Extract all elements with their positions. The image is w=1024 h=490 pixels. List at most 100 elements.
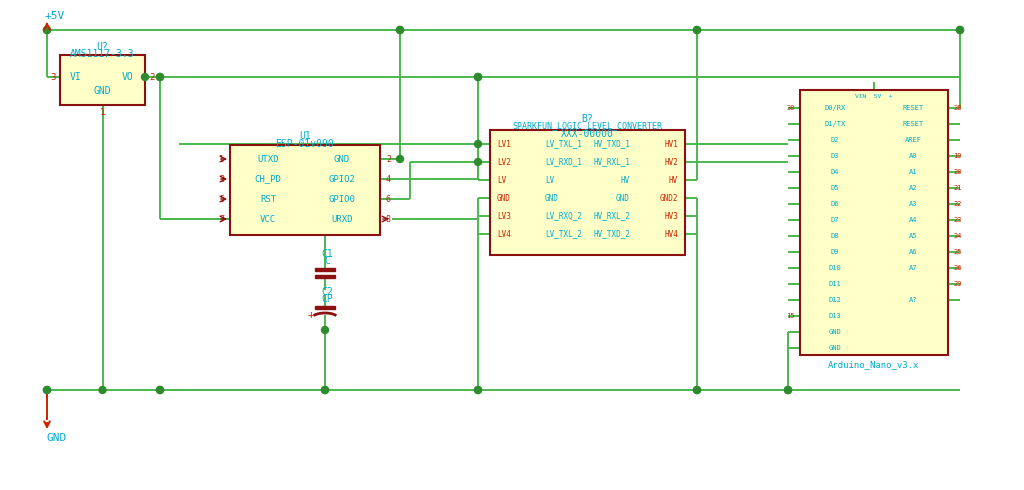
Bar	[315, 268, 335, 271]
Text: GND: GND	[497, 194, 511, 202]
Text: HV2: HV2	[665, 157, 678, 167]
Text: VIN  5V  +: VIN 5V +	[855, 94, 893, 98]
Text: D2: D2	[830, 137, 840, 143]
Text: RESET: RESET	[902, 105, 924, 111]
Text: 2: 2	[150, 73, 155, 81]
Text: GPIO2: GPIO2	[329, 174, 355, 183]
Circle shape	[693, 387, 700, 393]
Text: 30: 30	[786, 105, 795, 111]
Text: HV_TXD_2: HV_TXD_2	[593, 229, 630, 239]
Bar	[490, 130, 685, 255]
Text: D13: D13	[828, 313, 842, 319]
Text: A6: A6	[908, 249, 918, 255]
Circle shape	[693, 26, 700, 33]
Text: A5: A5	[908, 233, 918, 239]
Text: LV: LV	[497, 175, 506, 185]
Circle shape	[43, 387, 50, 393]
Text: GND: GND	[47, 433, 68, 443]
Text: D9: D9	[830, 249, 840, 255]
Text: LV2: LV2	[497, 157, 511, 167]
Text: LV1: LV1	[497, 140, 511, 148]
Circle shape	[784, 387, 792, 393]
Text: Arduino_Nano_v3.x: Arduino_Nano_v3.x	[828, 361, 920, 369]
Circle shape	[474, 141, 481, 147]
Text: C2: C2	[322, 287, 333, 297]
Circle shape	[322, 387, 329, 393]
Bar	[800, 90, 948, 355]
Text: A?: A?	[908, 297, 918, 303]
Text: D1/TX: D1/TX	[824, 121, 846, 127]
Text: AREF: AREF	[904, 137, 922, 143]
Bar	[315, 275, 335, 278]
Text: LV4: LV4	[497, 229, 511, 239]
Text: 20: 20	[953, 169, 962, 175]
Text: 3: 3	[50, 73, 56, 81]
Text: 4: 4	[386, 174, 391, 183]
Text: 24: 24	[953, 233, 962, 239]
Text: A2: A2	[908, 185, 918, 191]
Circle shape	[396, 155, 403, 163]
Text: HV_TXD_1: HV_TXD_1	[593, 140, 630, 148]
Circle shape	[474, 74, 481, 80]
Text: HV: HV	[669, 175, 678, 185]
Text: +: +	[307, 310, 314, 320]
Text: GND: GND	[828, 345, 842, 351]
Text: 8: 8	[386, 215, 391, 223]
Bar	[230, 145, 380, 235]
Text: A3: A3	[908, 201, 918, 207]
Text: 19: 19	[953, 153, 962, 159]
Text: LV3: LV3	[497, 212, 511, 220]
Text: A4: A4	[908, 217, 918, 223]
Text: B?: B?	[582, 114, 593, 124]
Text: +5V: +5V	[45, 11, 66, 21]
Text: CH_PD: CH_PD	[255, 174, 282, 183]
Bar	[315, 306, 335, 309]
Circle shape	[956, 26, 964, 33]
Text: U1: U1	[299, 131, 311, 141]
Text: HV1: HV1	[665, 140, 678, 148]
Text: GND: GND	[334, 154, 350, 164]
Text: A1: A1	[908, 169, 918, 175]
Text: 1: 1	[219, 154, 224, 164]
Text: C: C	[324, 256, 330, 266]
Circle shape	[322, 387, 329, 393]
Circle shape	[784, 387, 792, 393]
Text: LV_RXD_1: LV_RXD_1	[545, 157, 582, 167]
Text: RESET: RESET	[902, 121, 924, 127]
Text: D3: D3	[830, 153, 840, 159]
Bar	[60, 55, 145, 105]
Text: GND: GND	[93, 86, 112, 96]
Text: A0: A0	[908, 153, 918, 159]
Circle shape	[396, 26, 403, 33]
Text: D4: D4	[830, 169, 840, 175]
Text: GND: GND	[828, 329, 842, 335]
Circle shape	[43, 26, 50, 33]
Text: HV3: HV3	[665, 212, 678, 220]
Circle shape	[474, 74, 481, 80]
Text: 22: 22	[953, 201, 962, 207]
Text: D6: D6	[830, 201, 840, 207]
Text: A7: A7	[908, 265, 918, 271]
Text: D8: D8	[830, 233, 840, 239]
Text: 29: 29	[953, 281, 962, 287]
Text: 23: 23	[953, 217, 962, 223]
Text: 26: 26	[953, 265, 962, 271]
Text: AMS1117-3.3: AMS1117-3.3	[71, 49, 135, 59]
Text: 5: 5	[219, 195, 224, 203]
Text: D11: D11	[828, 281, 842, 287]
Text: 28: 28	[953, 105, 962, 111]
Text: D5: D5	[830, 185, 840, 191]
Text: 7: 7	[219, 215, 224, 223]
Text: D10: D10	[828, 265, 842, 271]
Text: LV: LV	[545, 175, 554, 185]
Text: 6: 6	[386, 195, 391, 203]
Text: UTXD: UTXD	[257, 154, 279, 164]
Text: LV_TXL_1: LV_TXL_1	[545, 140, 582, 148]
Text: SPARKFUN_LOGIC_LEVEL_CONVERTER: SPARKFUN_LOGIC_LEVEL_CONVERTER	[512, 122, 663, 130]
Text: 3: 3	[219, 174, 224, 183]
Circle shape	[157, 74, 164, 80]
Text: CP: CP	[322, 294, 333, 304]
Circle shape	[693, 387, 700, 393]
Circle shape	[693, 26, 700, 33]
Circle shape	[474, 387, 481, 393]
